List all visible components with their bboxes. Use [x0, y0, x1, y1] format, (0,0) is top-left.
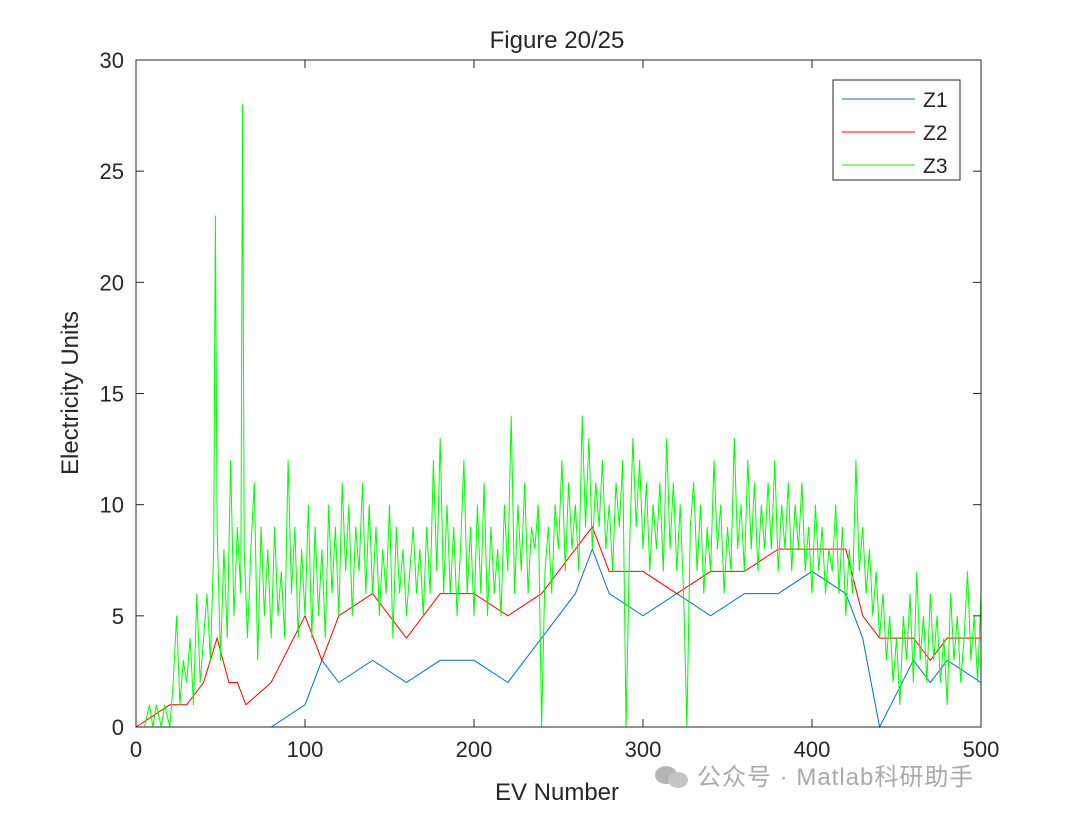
chart-title: Figure 20/25	[490, 27, 625, 54]
y-axis-label: Electricity Units	[57, 311, 84, 475]
x-tick-label: 100	[287, 737, 324, 762]
series-line-z3	[136, 104, 982, 728]
series-line-z2	[135, 525, 981, 728]
watermark: 公众号 · Matlab科研助手	[655, 757, 974, 792]
x-axis-ticks: 0 100 200 300 400 500	[130, 60, 999, 762]
legend-label-z3: Z3	[923, 155, 948, 178]
y-tick-label: 15	[100, 382, 124, 407]
y-axis-ticks: 0 5 10 15 20 25 30	[100, 48, 981, 740]
series-layer	[135, 104, 982, 729]
x-tick-label: 400	[794, 737, 831, 762]
y-tick-label: 0	[112, 715, 124, 740]
chat-bubbles-icon	[655, 764, 689, 788]
y-tick-label: 30	[100, 48, 124, 73]
y-tick-label: 25	[100, 159, 124, 184]
legend-label-z1: Z1	[923, 89, 948, 112]
x-tick-label: 200	[456, 737, 493, 762]
legend-label-z2: Z2	[923, 122, 948, 145]
x-axis-label: EV Number	[495, 779, 619, 806]
x-tick-label: 500	[963, 737, 1000, 762]
y-tick-label: 20	[100, 270, 124, 295]
legend-box	[832, 79, 961, 181]
series-line-z1	[136, 547, 982, 729]
x-tick-label: 0	[130, 737, 142, 762]
y-tick-label: 5	[112, 604, 124, 629]
watermark-text: 公众号 · Matlab科研助手	[697, 764, 975, 791]
y-tick-label: 10	[100, 493, 124, 518]
legend: Z1 Z2 Z3	[832, 79, 961, 181]
x-tick-label: 300	[625, 737, 662, 762]
